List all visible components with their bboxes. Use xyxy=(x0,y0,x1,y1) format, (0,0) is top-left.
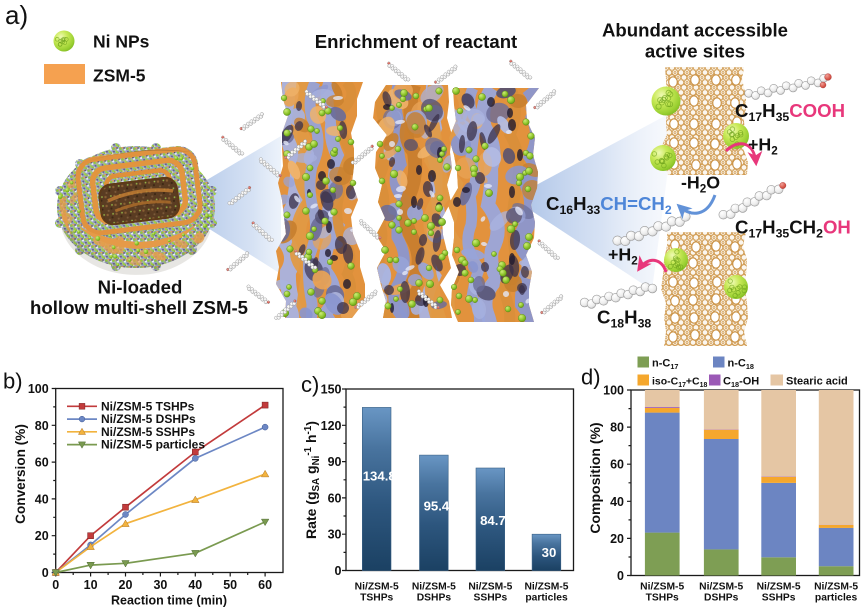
svg-text:95.4: 95.4 xyxy=(424,499,450,514)
svg-text:60: 60 xyxy=(328,491,342,505)
svg-text:0: 0 xyxy=(42,566,49,580)
svg-text:Ni/ZSM-5 DSHPs: Ni/ZSM-5 DSHPs xyxy=(101,412,196,426)
svg-text:40: 40 xyxy=(610,495,624,509)
svg-text:20: 20 xyxy=(610,532,624,546)
svg-text:SSHPs: SSHPs xyxy=(474,593,508,604)
svg-text:60: 60 xyxy=(35,456,49,470)
svg-text:90: 90 xyxy=(328,455,342,469)
svg-text:100: 100 xyxy=(28,382,49,396)
svg-text:Composition (%): Composition (%) xyxy=(587,422,603,533)
svg-text:30: 30 xyxy=(328,528,342,542)
svg-text:n-C17: n-C17 xyxy=(652,358,678,371)
svg-text:C17H35COOH: C17H35COOH xyxy=(735,100,845,124)
svg-text:Ni NPs: Ni NPs xyxy=(93,32,150,52)
svg-text:Ni/ZSM-5: Ni/ZSM-5 xyxy=(524,582,568,593)
svg-text:SSHPs: SSHPs xyxy=(762,593,796,604)
svg-text:80: 80 xyxy=(610,421,624,435)
svg-text:DSHPs: DSHPs xyxy=(417,593,452,604)
svg-text:Ni/ZSM-5 SSHPs: Ni/ZSM-5 SSHPs xyxy=(101,425,195,439)
svg-text:0: 0 xyxy=(335,564,342,578)
svg-text:10: 10 xyxy=(84,578,98,592)
svg-text:DSHPs: DSHPs xyxy=(704,593,739,604)
svg-text:Abundant accessible: Abundant accessible xyxy=(602,20,788,41)
svg-text:b): b) xyxy=(3,369,23,394)
svg-text:20: 20 xyxy=(119,578,133,592)
svg-text:Ni/ZSM-5: Ni/ZSM-5 xyxy=(757,582,801,593)
svg-text:Ni/ZSM-5: Ni/ZSM-5 xyxy=(355,582,399,593)
svg-text:C18-OH: C18-OH xyxy=(723,376,759,389)
svg-text:50: 50 xyxy=(223,578,237,592)
svg-text:C16H33CH=CH2: C16H33CH=CH2 xyxy=(546,193,672,217)
svg-text:30: 30 xyxy=(153,578,167,592)
svg-text:80: 80 xyxy=(35,419,49,433)
svg-text:Ni/ZSM-5: Ni/ZSM-5 xyxy=(640,582,684,593)
svg-text:d): d) xyxy=(581,365,601,390)
svg-text:+H2: +H2 xyxy=(748,135,778,158)
svg-text:hollow multi-shell ZSM-5: hollow multi-shell ZSM-5 xyxy=(30,297,248,318)
svg-text:active sites: active sites xyxy=(645,41,745,62)
svg-text:30: 30 xyxy=(542,545,557,560)
svg-text:20: 20 xyxy=(35,529,49,543)
svg-text:ZSM-5: ZSM-5 xyxy=(93,66,146,86)
svg-text:Ni/ZSM-5: Ni/ZSM-5 xyxy=(412,582,456,593)
svg-text:+H2: +H2 xyxy=(608,245,638,268)
svg-text:particles: particles xyxy=(525,593,568,604)
svg-text:a): a) xyxy=(5,0,28,30)
svg-text:40: 40 xyxy=(35,492,49,506)
svg-text:Ni/ZSM-5 TSHPs: Ni/ZSM-5 TSHPs xyxy=(101,399,195,413)
svg-text:100: 100 xyxy=(603,384,624,398)
svg-text:Enrichment of reactant: Enrichment of reactant xyxy=(315,31,518,52)
svg-text:n-C18: n-C18 xyxy=(728,358,754,371)
svg-text:Ni/ZSM-5: Ni/ZSM-5 xyxy=(699,582,743,593)
svg-text:120: 120 xyxy=(321,419,342,433)
svg-text:0: 0 xyxy=(52,578,59,592)
svg-text:0: 0 xyxy=(617,569,624,583)
svg-text:C18H38: C18H38 xyxy=(597,307,651,331)
svg-text:Ni-loaded: Ni-loaded xyxy=(98,277,183,298)
svg-text:Stearic acid: Stearic acid xyxy=(786,376,848,388)
svg-text:TSHPs: TSHPs xyxy=(360,593,393,604)
svg-text:60: 60 xyxy=(610,458,624,472)
svg-text:C17H35CH2OH: C17H35CH2OH xyxy=(735,217,851,241)
svg-text:60: 60 xyxy=(258,578,272,592)
svg-text:Conversion (%): Conversion (%) xyxy=(13,424,28,524)
svg-text:40: 40 xyxy=(188,578,202,592)
svg-text:iso-C17+C18: iso-C17+C18 xyxy=(652,376,707,389)
svg-text:Ni/ZSM-5 particles: Ni/ZSM-5 particles xyxy=(101,438,205,452)
svg-text:150: 150 xyxy=(321,383,342,397)
svg-text:particles: particles xyxy=(815,593,858,604)
svg-text:Reaction time (min): Reaction time (min) xyxy=(111,594,227,608)
svg-text:Ni/ZSM-5: Ni/ZSM-5 xyxy=(814,582,858,593)
svg-text:TSHPs: TSHPs xyxy=(646,593,679,604)
svg-text:134.8: 134.8 xyxy=(363,469,396,484)
svg-text:-H2O: -H2O xyxy=(681,173,720,196)
svg-text:Ni/ZSM-5: Ni/ZSM-5 xyxy=(468,582,512,593)
svg-text:c): c) xyxy=(301,372,319,397)
svg-text:84.7: 84.7 xyxy=(480,513,506,528)
